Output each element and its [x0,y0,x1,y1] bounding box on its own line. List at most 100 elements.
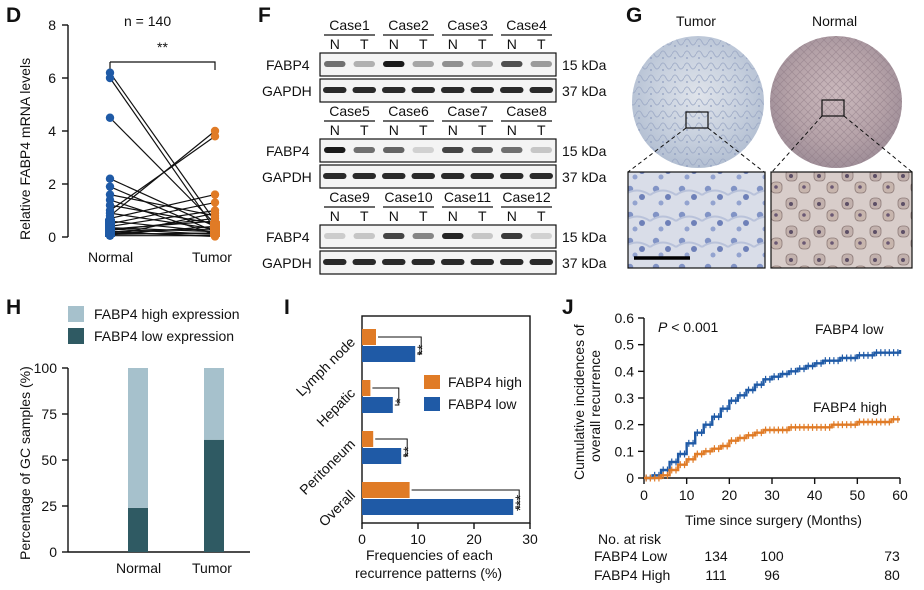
risk-table: FABP4 Low 134 100 73 FABP4 High 111 96 80 [594,548,900,583]
blot-lane-label: T [360,208,369,224]
j-x-tick-label: 20 [722,487,738,503]
blot-fabp4-band [442,233,464,239]
d-paired-line [109,209,216,227]
blot-fabp4-band [353,61,375,67]
i-significance: * [392,398,408,404]
blot-gapdh-band [529,87,553,93]
blot-row-fabp4: FABP4 [266,57,310,73]
blot-fabp4-band [442,61,464,67]
blot-gapdh-band [441,87,465,93]
blot-row-fabp4: FABP4 [266,229,310,245]
j-x-tick-label: 30 [764,487,780,503]
h-y-tick-label: 50 [41,452,57,468]
blot-lane-label: N [330,208,340,224]
h-legend-swatch-high [68,306,84,322]
panel-f: F Case1 Case2 Case3 Case4 N T N T N T N T FABP4 GAPDH… [258,4,607,275]
i-bars: ******** [362,329,528,515]
blot-fabp4-band [324,233,346,239]
h-legend-low: FABP4 low expression [94,328,234,344]
ihc-normal-core [770,36,902,168]
i-bar-low [362,499,514,515]
blot-lane-label: T [537,122,546,138]
blot-gapdh-band [500,259,524,265]
j-x-tick-label: 40 [807,487,823,503]
d-paired-line [109,77,216,230]
blot-case-label: Case1 [329,17,370,33]
j-curve-high [644,418,900,480]
i-bar-low [362,397,393,413]
blot-fabp4-band [383,61,405,67]
d-points [105,68,220,241]
blot-fabp4-strip [319,224,557,249]
d-paired-line [109,130,216,217]
h-bar-low [204,439,224,552]
h-y-tick-label: 0 [49,544,57,560]
blot-lane-label: T [537,208,546,224]
blot-fabp4-band [412,147,434,153]
blot-gapdh-band [500,173,524,179]
blot-lane-label: N [330,122,340,138]
h-bar-low [128,507,148,552]
blot-lane-label: T [360,122,369,138]
h-bar-high [128,368,148,508]
i-x-tick-label: 10 [410,531,426,547]
risk-table-value: 100 [760,548,784,564]
i-bar-high [362,431,374,447]
blot-lane-label: N [448,36,458,52]
panel-d: D n = 140 0 2 4 6 8 Relative FABP4 mRNA leve… [6,4,232,265]
h-y-tick-label: 100 [34,360,58,376]
blot-size-gapdh: 37 kDa [562,83,607,99]
blot-gapdh-strip [319,164,557,189]
blot-size-gapdh: 37 kDa [562,255,607,271]
j-label-low: FABP4 low [815,321,884,337]
j-x-tick-label: 10 [679,487,695,503]
blot-gapdh-strip [319,250,557,275]
blot-lane-label: T [537,36,546,52]
j-y-label-line2: overall recurrence [587,350,603,462]
risk-table-row-label: FABP4 Low [594,548,668,564]
d-paired-line [109,194,216,220]
h-y-tick-label: 75 [41,406,57,422]
j-y-tick-label: 0.6 [615,310,635,326]
western-blot: Case1 Case2 Case3 Case4 N T N T N T N T FABP4 GAPDH 15… [262,17,607,275]
blot-case-label: Case5 [329,103,370,119]
d-y-tick-label: 6 [48,70,56,86]
j-y-tick-label: 0.5 [615,337,635,353]
d-paired-lines [109,72,216,238]
d-y-tick-label: 8 [48,17,56,33]
blot-gapdh-band [441,173,465,179]
d-normal-cluster [105,218,115,237]
i-significance: *** [512,494,528,511]
blot-lane-label: N [389,208,399,224]
risk-table-header: No. at risk [598,531,662,547]
risk-table-value: 111 [705,567,726,583]
i-x-ticks: 0 10 20 30 [358,523,538,547]
d-paired-line [109,201,216,225]
i-x-tick-label: 30 [522,531,538,547]
blot-case-label: Case6 [388,103,429,119]
i-legend-swatch-high [424,375,440,389]
blot-case-label: Case2 [388,17,429,33]
j-y-tick-label: 0.1 [615,443,635,459]
blot-gapdh-band [323,259,347,265]
i-significance-bracket [375,438,408,457]
ihc-zoom-guides [627,115,913,173]
panel-letter-j: J [562,296,574,319]
blot-case-label: Case3 [447,17,488,33]
risk-table-value: 73 [884,548,900,564]
d-normal-point [105,174,115,183]
blot-row-fabp4: FABP4 [266,143,310,159]
blot-fabp4-band [412,61,434,67]
d-sample-size: n = 140 [124,13,171,29]
j-x-tick-label: 50 [850,487,866,503]
panel-letter-d: D [6,4,21,27]
d-normal-point [105,73,115,83]
j-y-tick-label: 0.4 [615,363,635,379]
blot-row-gapdh: GAPDH [262,255,312,271]
d-tumor-point [210,126,220,136]
i-legend-swatch-low [424,397,440,411]
h-bars [128,368,224,552]
ihc-tumor-core [632,36,764,168]
